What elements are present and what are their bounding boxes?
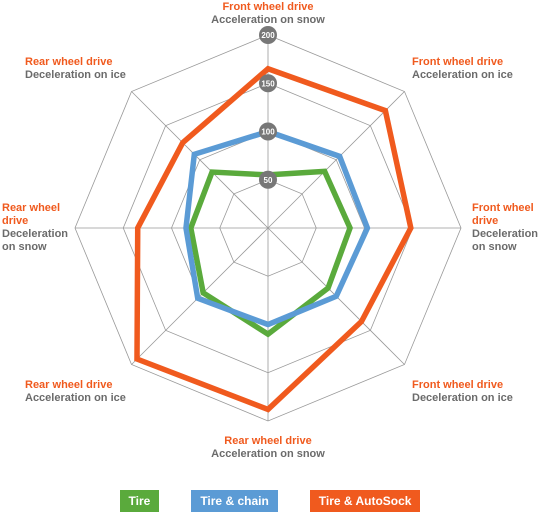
series-line (187, 168, 353, 338)
axis-drive: Rear wheel drive (224, 435, 312, 447)
legend-entry: Tire & chain (191, 490, 278, 512)
axis-drive: Front wheel drive (222, 1, 314, 13)
axis-drive: Front wheel drive (412, 56, 504, 68)
axis-label: Front wheel drive Deceleration on snow (472, 202, 538, 254)
axis-label: Front wheel drive Acceleration on snow (168, 1, 368, 27)
spoke (131, 91, 269, 229)
r-tick-label: 100 (261, 128, 275, 137)
axis-label: Front wheel drive Deceleration on ice (412, 379, 537, 405)
legend: Tire Tire & chain Tire & AutoSock (0, 490, 540, 512)
axis-test: Deceleration on snow (2, 228, 69, 253)
axis-test: Deceleration on snow (472, 228, 539, 253)
r-tick-label: 50 (264, 176, 273, 185)
tick-badge (259, 170, 277, 189)
axis-test: Acceleration on snow (211, 448, 325, 460)
axis-drive: Front wheel drive (472, 202, 534, 227)
axis-label: Rear wheel drive Acceleration on ice (25, 379, 155, 405)
series-line (134, 65, 414, 413)
axis-label: Front wheel drive Acceleration on ice (412, 56, 537, 82)
axis-test: Acceleration on ice (25, 392, 126, 404)
axis-drive: Rear wheel drive (25, 379, 113, 391)
axis-label: Rear wheel drive Deceleration on snow (2, 202, 70, 254)
r-tick-label: 200 (261, 31, 275, 40)
series-line (183, 128, 371, 328)
axis-drive: Rear wheel drive (2, 202, 61, 227)
axis-label: Rear wheel drive Deceleration on ice (25, 56, 155, 82)
axis-test: Deceleration on ice (25, 69, 126, 81)
axis-test: Acceleration on snow (211, 14, 325, 26)
r-tick-label: 150 (261, 79, 275, 88)
axis-test: Deceleration on ice (412, 392, 513, 404)
legend-entry: Tire & AutoSock (309, 490, 421, 512)
spoke (267, 91, 405, 229)
axis-drive: Rear wheel drive (25, 56, 113, 68)
tick-badge (259, 74, 277, 93)
tick-badge (259, 26, 277, 44)
legend-entry: Tire (119, 490, 160, 512)
tick-badge (259, 122, 277, 141)
axis-drive: Front wheel drive (412, 379, 504, 391)
axis-test: Acceleration on ice (412, 69, 513, 81)
axis-label: Rear wheel drive Acceleration on snow (168, 435, 368, 461)
